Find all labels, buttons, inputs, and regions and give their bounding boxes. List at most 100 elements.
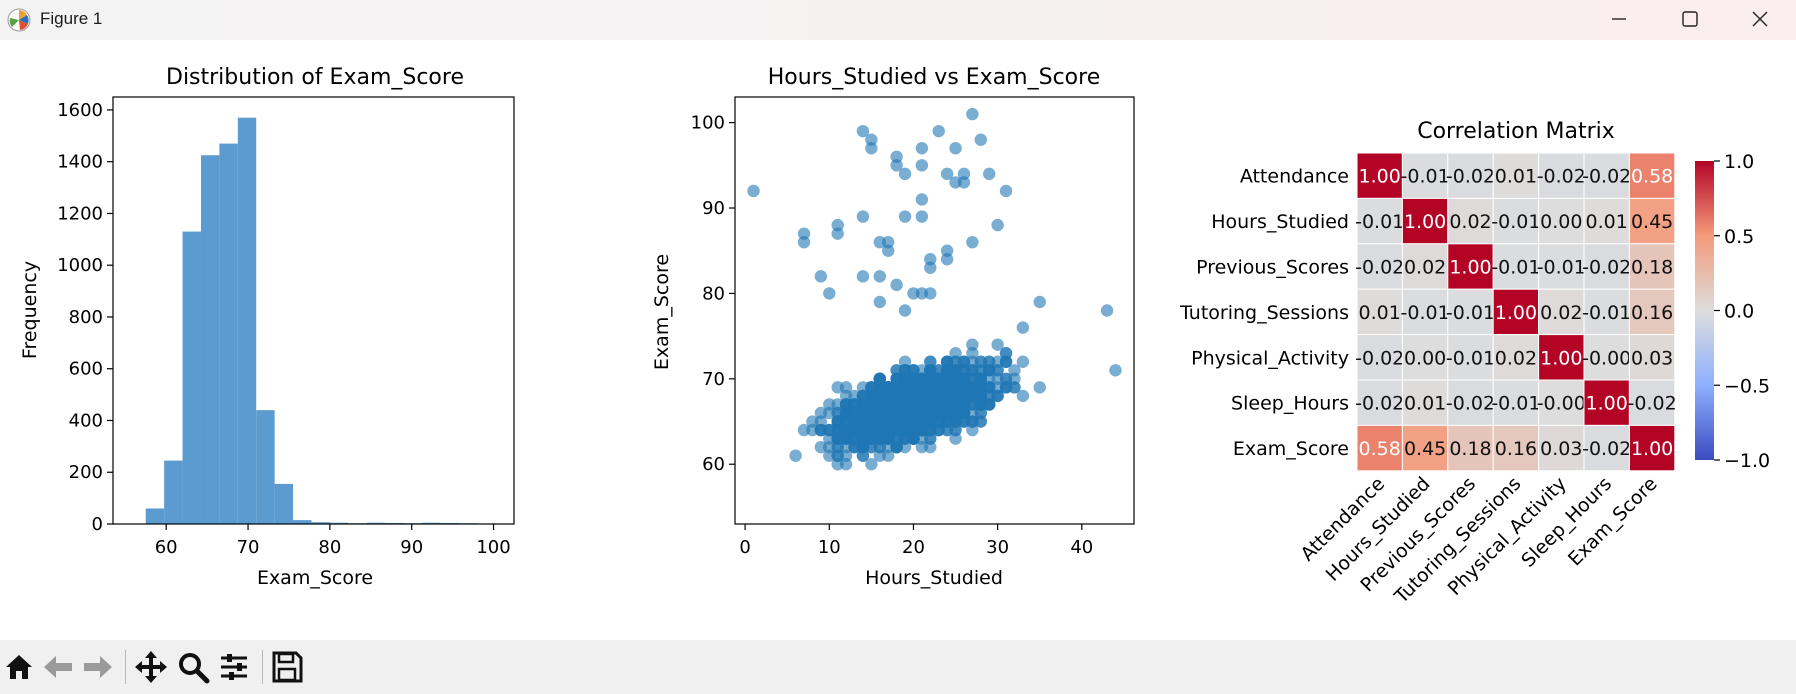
scatter-point xyxy=(865,415,878,428)
heat-cell-value: -0.01 xyxy=(1582,302,1631,324)
colorbar xyxy=(1695,161,1714,460)
hist-ylabel: Frequency xyxy=(19,261,41,359)
scatter-point xyxy=(898,355,912,368)
heat-cell xyxy=(1538,152,1585,199)
heat-row-label: Physical_Activity xyxy=(1191,347,1349,369)
scatter-ytick-label: 80 xyxy=(702,283,725,304)
scatter-point xyxy=(999,381,1013,394)
close-button[interactable] xyxy=(1730,0,1790,40)
heat-cell xyxy=(1538,197,1585,245)
scatter-point xyxy=(999,184,1013,198)
scatter-point xyxy=(983,398,996,411)
scatter-point xyxy=(890,159,903,172)
hist-ytick-label: 0 xyxy=(92,514,103,535)
scatter-point xyxy=(957,176,971,189)
pan-icon[interactable] xyxy=(132,648,170,686)
scatter-point xyxy=(915,440,929,454)
hist-bar xyxy=(145,508,165,524)
heat-cell-value: 1.00 xyxy=(1586,393,1628,415)
scatter-point xyxy=(882,398,895,411)
scatter-point xyxy=(831,432,844,445)
scatter-point xyxy=(907,364,920,377)
heat-cell-value: 0.58 xyxy=(1631,166,1673,188)
hist-ytick-label: 600 xyxy=(69,359,103,380)
heat-cell xyxy=(1492,197,1540,245)
scatter-point xyxy=(966,347,979,360)
heat-cell xyxy=(1538,243,1585,290)
heat-cell xyxy=(1401,288,1449,336)
scatter-point xyxy=(898,167,912,181)
heat-cell xyxy=(1583,152,1630,199)
toolbar-separator xyxy=(125,650,126,684)
back-icon[interactable] xyxy=(40,648,78,686)
heat-cell-value: 1.00 xyxy=(1631,438,1673,460)
scatter-point xyxy=(856,440,870,454)
heat-labels: AttendanceAttendanceHours_StudiedHours_S… xyxy=(1179,166,1662,609)
scatter-point xyxy=(856,423,870,437)
minimize-button[interactable] xyxy=(1588,0,1648,40)
scatter-point xyxy=(966,389,979,403)
heat-cell xyxy=(1628,243,1676,290)
maximize-button[interactable] xyxy=(1660,0,1720,40)
hist-bar xyxy=(256,410,275,524)
heat-cell xyxy=(1447,243,1494,290)
scatter-point xyxy=(890,278,903,292)
scatter-point xyxy=(924,372,937,386)
scatter-point xyxy=(924,364,937,377)
scatter-point xyxy=(1008,364,1021,377)
hist-bar xyxy=(329,522,349,524)
home-icon[interactable] xyxy=(0,648,38,686)
scatter-point xyxy=(839,389,853,403)
save-icon[interactable] xyxy=(268,648,306,686)
heat-row-label: Attendance xyxy=(1240,166,1349,188)
scatter-point xyxy=(873,372,886,386)
scatter-point xyxy=(991,364,1004,377)
heat-cell-value: 0.01 xyxy=(1359,302,1401,324)
heat-cell-value: 0.02 xyxy=(1495,347,1537,369)
heat-cell-value: -0.02 xyxy=(1537,166,1586,188)
scatter-point xyxy=(898,304,912,317)
scatter-ylabel: Exam_Score xyxy=(651,254,673,370)
correlation-heatmap: Correlation Matrix 1.00 -0.01-0.02 0.01 -0.… xyxy=(1179,119,1770,608)
scatter-point xyxy=(890,389,903,403)
heat-cell-value: -0.00 xyxy=(1537,393,1586,415)
hist-bar xyxy=(182,231,201,524)
scatter-point xyxy=(890,440,903,454)
forward-icon[interactable] xyxy=(78,648,116,686)
scatter-point xyxy=(789,449,802,462)
heat-cell xyxy=(1401,243,1449,290)
colorbar-tick-label: 1.0 xyxy=(1724,151,1754,173)
histogram-chart: Distribution of Exam_Score 60 70 80 90 10002… xyxy=(19,65,515,589)
scatter-point xyxy=(940,389,954,403)
scatter-point xyxy=(932,124,945,138)
scatter-point xyxy=(966,235,979,249)
toolbar-separator xyxy=(262,650,263,684)
heat-row-label: Previous_Scores xyxy=(1196,257,1349,279)
scatter-point xyxy=(806,423,819,437)
heat-cell-value: 0.16 xyxy=(1631,302,1673,324)
scatter-point xyxy=(949,372,962,386)
scatter-point xyxy=(747,184,760,198)
scatter-point xyxy=(966,423,979,437)
scatter-point xyxy=(1016,321,1030,334)
zoom-icon[interactable] xyxy=(174,648,212,686)
scatter-xtick-label: 30 xyxy=(986,537,1009,558)
heat-cell-value: -0.02 xyxy=(1446,393,1495,415)
scatter-point xyxy=(940,355,954,368)
scatter-point xyxy=(839,398,853,411)
scatter-point xyxy=(924,261,937,274)
scatter-chart: Hours_Studied vs Exam_Score 0 10 20 30 40 60 7… xyxy=(651,65,1135,589)
heat-cell-value: 0.58 xyxy=(1359,438,1401,460)
scatter-ytick-label: 60 xyxy=(702,454,725,475)
hist-bar xyxy=(311,522,330,524)
heat-cell-value: -0.02 xyxy=(1446,166,1495,188)
configure-icon[interactable] xyxy=(215,648,253,686)
scatter-ytick-label: 70 xyxy=(702,369,725,390)
scatter-point xyxy=(949,347,962,360)
scatter-points xyxy=(747,107,1122,471)
hist-bar xyxy=(237,117,257,524)
heat-cell-value: 0.03 xyxy=(1631,347,1673,369)
heat-cell xyxy=(1583,197,1630,245)
heat-cell-value: -0.01 xyxy=(1537,257,1586,279)
hist-bar xyxy=(219,143,238,524)
